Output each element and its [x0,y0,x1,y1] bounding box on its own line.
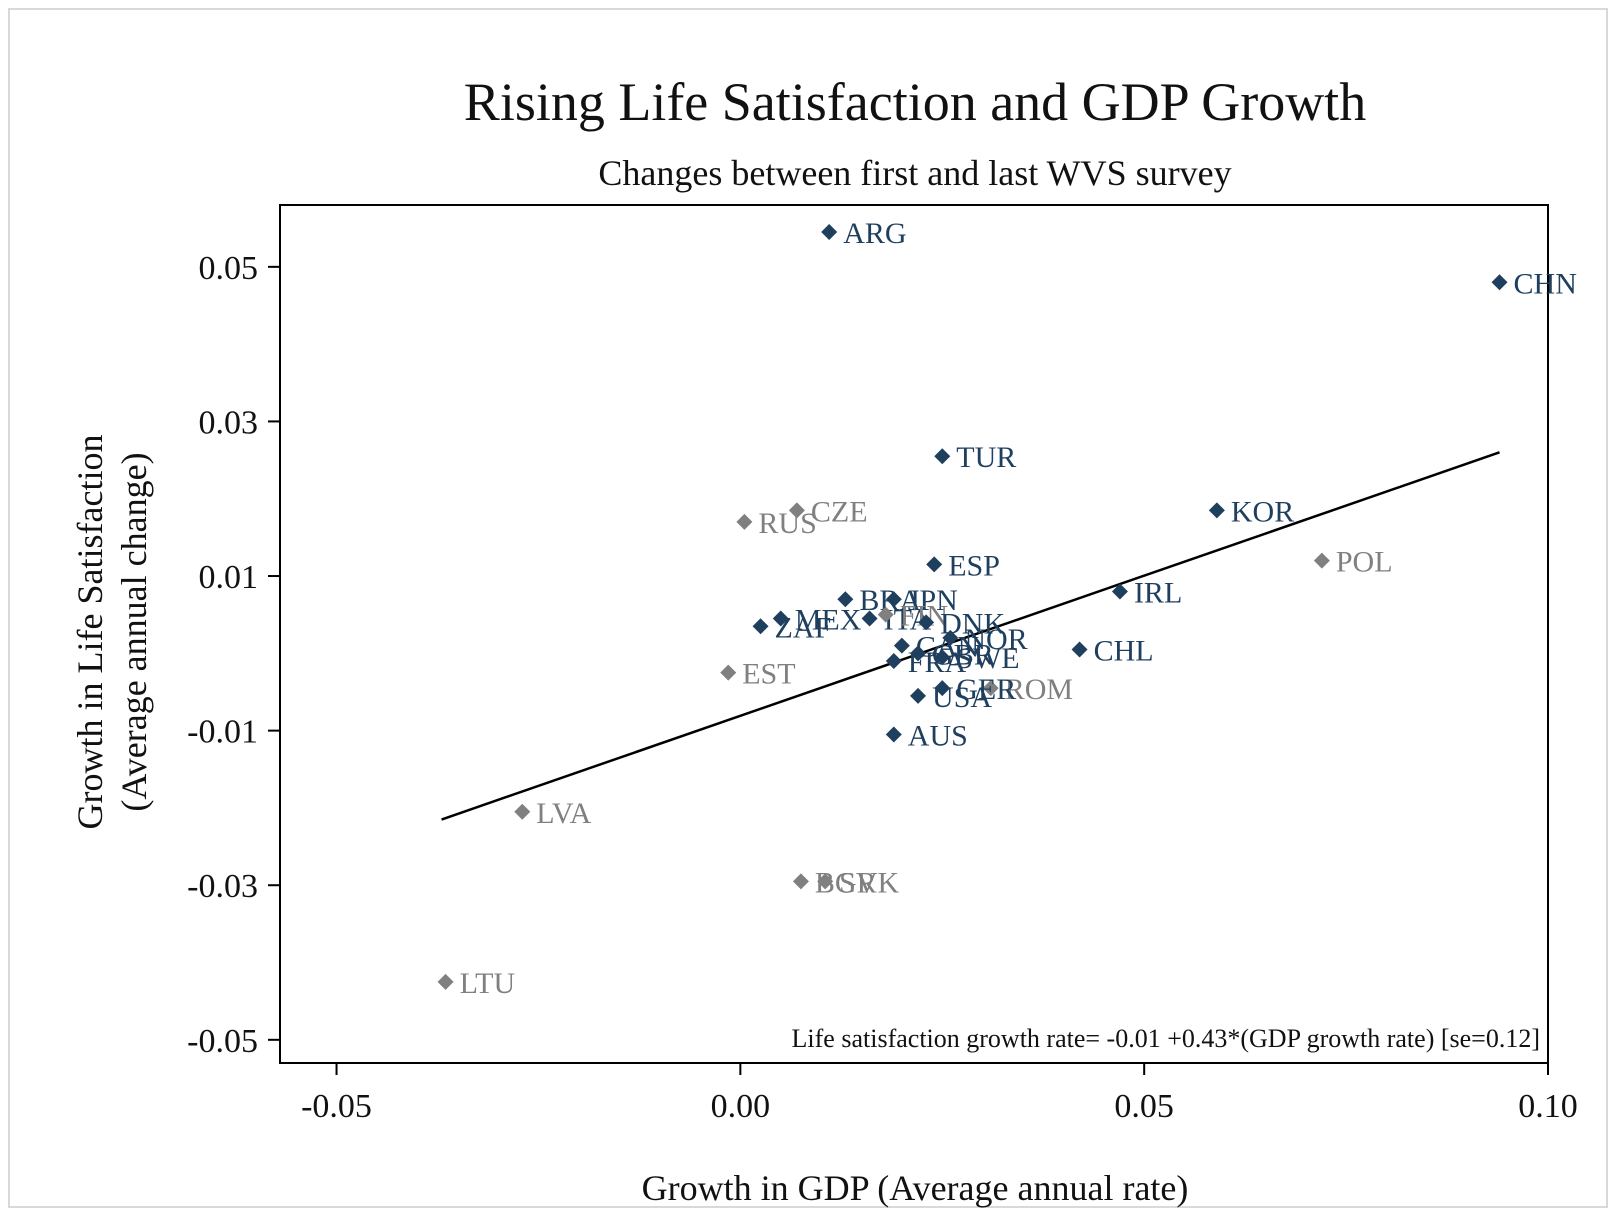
y-tick-label: 0.01 [199,559,259,596]
chart-frame: Rising Life Satisfaction and GDP Growth … [8,8,1608,1208]
data-point-marker [926,556,943,573]
data-point-marker [736,513,753,530]
x-tick-label: -0.05 [301,1088,372,1125]
data-point-marker [1491,274,1508,291]
data-point-label: SVK [839,866,899,899]
data-point-marker [918,614,935,631]
data-point-marker [1208,502,1225,519]
data-point-marker [885,653,902,670]
regression-line [441,451,1500,821]
data-point-label: TUR [956,441,1016,474]
data-point-label: ROM [1005,673,1073,706]
data-point-marker [885,726,902,743]
y-axis: 0.05 0.03 0.01 -0.01 -0.03 -0.05 [187,250,280,1060]
data-point-marker [437,973,454,990]
data-point-marker [837,591,854,608]
y-tick-label: 0.05 [199,250,259,287]
data-point-marker [934,448,951,465]
data-point-label: ZAF [775,611,832,644]
chart-title: Rising Life Satisfaction and GDP Growth [464,72,1366,132]
data-point-label: NOR [964,623,1027,656]
data-point-marker [934,680,951,697]
data-point-marker [893,637,910,654]
data-point-marker [788,502,805,519]
data-point-marker [514,803,531,820]
data-point-label: IRL [1134,576,1182,609]
data-point-label: ESP [948,549,1000,582]
data-point-label: FRA [908,646,967,679]
data-point-label: RUS [758,507,816,540]
data-point-marker [792,873,809,890]
x-axis-label: Growth in GDP (Average annual rate) [642,1168,1189,1208]
data-point-marker [910,645,927,662]
data-point-label: LVA [536,797,591,830]
data-point-marker [772,610,789,627]
data-point-label: GER [956,673,1016,706]
y-tick-label: -0.05 [187,1023,258,1060]
x-tick-label: 0.00 [711,1088,771,1125]
y-axis-label-line1: Growth in Life Satisfaction [70,435,110,830]
data-point-marker [817,873,834,890]
data-point-marker [877,606,894,623]
data-point-label: SWE [956,642,1019,675]
data-point-label: LTU [460,967,516,1000]
data-point-marker [910,687,927,704]
data-point-marker [1071,641,1088,658]
data-point-label: ARG [843,217,906,250]
scatter-chart: Rising Life Satisfaction and GDP Growth … [70,72,1578,1208]
data-point-marker [1313,552,1330,569]
data-point-label: USA [932,681,992,714]
data-point-label: JPN [908,584,958,617]
data-point-label: CHN [1514,267,1577,300]
data-point-marker [982,680,999,697]
data-point-marker [752,618,769,635]
data-point-label: AUS [908,719,968,752]
regression-equation: Life satisfaction growth rate= -0.01 +0.… [792,1024,1540,1053]
data-point-marker [1111,583,1128,600]
data-point-label: CHL [1094,634,1154,667]
x-axis: -0.05 0.00 0.05 0.10 [301,1063,1578,1125]
x-tick-label: 0.05 [1114,1088,1174,1125]
data-point-label: POL [1336,546,1393,579]
x-tick-label: 0.10 [1518,1088,1578,1125]
data-point-marker [821,224,838,241]
data-point-marker [720,664,737,681]
y-tick-label: 0.03 [199,404,259,441]
y-tick-label: -0.03 [187,868,258,905]
data-point-label: CZE [811,495,868,528]
data-point-label: EST [742,658,795,691]
data-point-marker [861,610,878,627]
data-point-marker [885,591,902,608]
y-axis-label-line2: (Average annual change) [114,452,154,811]
data-point-marker [934,649,951,666]
fit-line-layer [441,451,1500,821]
data-point-marker [942,629,959,646]
plot-area [279,204,1549,1064]
y-tick-label: -0.01 [187,714,258,751]
data-point-label: KOR [1231,495,1294,528]
chart-subtitle: Changes between first and last WVS surve… [598,153,1231,193]
data-point-label: MEX [795,604,862,637]
points-layer: ARGCHNTURCZERUSKORPOLESPIRLBRAJPNMEXZAFI… [437,217,1577,1000]
